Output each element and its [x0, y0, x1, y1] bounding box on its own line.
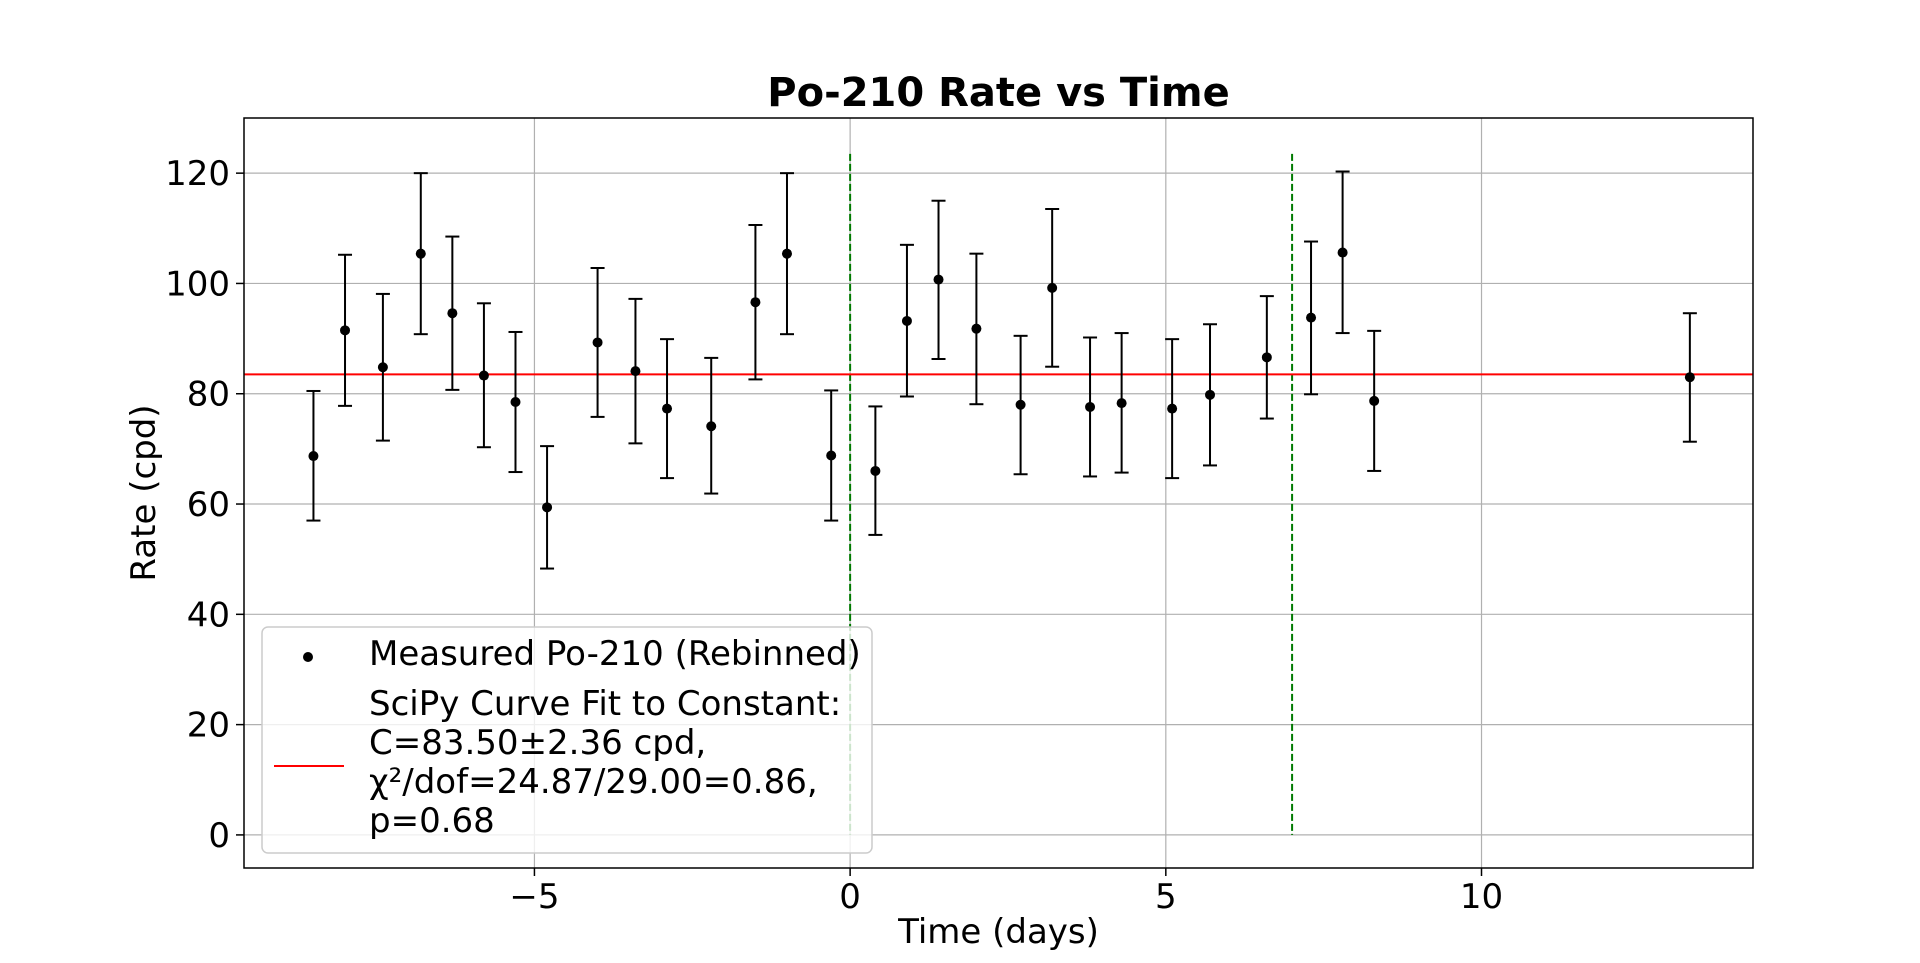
data-point	[1085, 401, 1096, 412]
data-point	[308, 451, 319, 462]
data-point	[1205, 389, 1216, 400]
event-markers	[849, 153, 1294, 835]
data-point	[1684, 372, 1695, 383]
y-tick-label: 60	[187, 485, 230, 525]
data-point	[1369, 395, 1380, 406]
x-tick-label: 0	[839, 877, 861, 917]
data-point	[447, 308, 458, 319]
data-point	[971, 323, 982, 334]
legend-entry-fit-title: SciPy Curve Fit to Constant:	[369, 684, 841, 724]
data-point	[542, 502, 553, 513]
data-point	[826, 450, 837, 461]
data-point	[1167, 403, 1178, 414]
plot-frame	[243, 117, 1754, 869]
data-point	[662, 403, 673, 414]
data-point	[1261, 352, 1272, 363]
data-point	[630, 366, 641, 377]
data-point	[377, 362, 388, 373]
data-point	[592, 337, 603, 348]
y-tick-label: 80	[187, 375, 230, 415]
data-point	[933, 274, 944, 285]
data-point	[901, 315, 912, 326]
data-point	[870, 465, 881, 476]
x-tick-label: 5	[1155, 877, 1177, 917]
data-point	[1047, 282, 1058, 293]
x-tick-label: 10	[1460, 877, 1503, 917]
data-point	[478, 370, 489, 381]
data-point	[706, 421, 717, 432]
data-point	[1337, 247, 1348, 258]
data-point	[510, 397, 521, 408]
y-axis-label: Rate (cpd)	[124, 404, 164, 581]
data-point	[340, 325, 351, 336]
data-point	[1015, 399, 1026, 410]
legend-entry-fit-constant: C=83.50±2.36 cpd,	[369, 723, 706, 763]
y-tick-label: 40	[187, 595, 230, 635]
data-points	[306, 170, 1697, 570]
data-point	[781, 248, 792, 259]
x-tick-label: −5	[509, 877, 559, 917]
x-axis-label: Time (days)	[897, 912, 1099, 952]
data-point	[1116, 398, 1127, 409]
legend-box	[261, 626, 873, 854]
data-point	[1306, 312, 1317, 323]
y-tick-label: 0	[208, 816, 230, 856]
data-point	[750, 297, 761, 308]
y-tick-label: 120	[165, 154, 230, 194]
y-tick-label: 100	[165, 264, 230, 304]
legend: Measured Po-210 (Rebinned) SciPy Curve F…	[261, 626, 873, 854]
chart-title: Po-210 Rate vs Time	[767, 70, 1229, 116]
data-point	[415, 248, 426, 259]
legend-entry-fit-pvalue: p=0.68	[369, 801, 495, 841]
legend-entry-fit-chi2: χ²/dof=24.87/29.00=0.86,	[369, 762, 818, 802]
legend-entry-measured: Measured Po-210 (Rebinned)	[369, 634, 861, 674]
y-tick-label: 20	[187, 706, 230, 746]
legend-point-marker	[303, 652, 313, 662]
